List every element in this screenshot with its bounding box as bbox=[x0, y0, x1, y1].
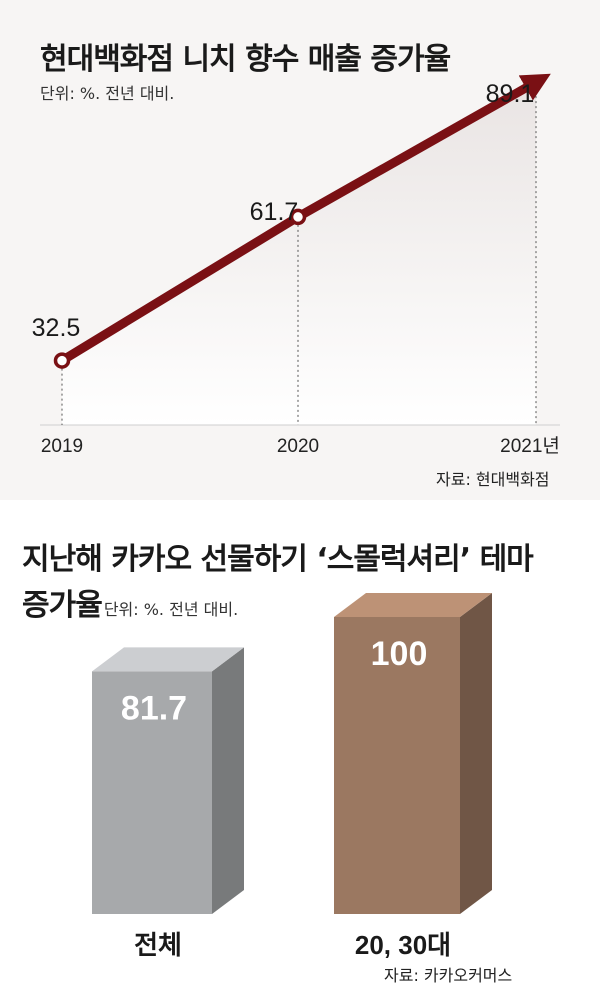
line-chart-source: 자료: 현대백화점 bbox=[436, 470, 550, 489]
line-chart-subtitle: 단위: %. 전년 대비. bbox=[40, 84, 175, 103]
bar-top-face bbox=[334, 593, 492, 617]
bar-chart-title-line2-wrapper: 증가율 단위: %. 전년 대비. bbox=[22, 580, 238, 624]
bar-category-label: 전체 bbox=[134, 930, 182, 960]
bar-chart-plot: 81.7 전체 100 20, 30대 bbox=[92, 593, 492, 960]
bar-top-face bbox=[92, 647, 244, 672]
line-chart-title: 현대백화점 니치 향수 매출 증가율 bbox=[40, 42, 451, 77]
x-tick-label: 2021년 bbox=[500, 435, 560, 457]
bar-chart-panel: 지난해 카카오 선물하기 ‘스몰럭셔리’ 테마 증가율 단위: %. 전년 대비.… bbox=[0, 508, 600, 992]
data-point bbox=[53, 352, 71, 369]
bar-side-face bbox=[460, 593, 492, 914]
bar-value-label: 100 bbox=[371, 635, 428, 673]
line-chart-plot: 32.5 61.7 89.1 2019 2020 2021년 bbox=[32, 73, 560, 457]
x-tick-label: 2020 bbox=[277, 436, 319, 457]
bar-chart-source: 자료: 카카오커머스 bbox=[384, 966, 513, 985]
series-line-arrow bbox=[295, 73, 551, 221]
bar-chart-title-line1: 지난해 카카오 선물하기 ‘스몰럭셔리’ 테마 bbox=[22, 542, 534, 577]
series-line-segment bbox=[57, 212, 303, 366]
data-point bbox=[289, 208, 307, 226]
value-label: 61.7 bbox=[250, 198, 299, 226]
line-area-fill bbox=[62, 82, 536, 426]
bar-front-face bbox=[334, 617, 460, 914]
value-label: 32.5 bbox=[32, 314, 81, 342]
bar-chart-subtitle: 단위: %. 전년 대비. bbox=[103, 600, 239, 619]
bar-value-label: 81.7 bbox=[121, 689, 187, 727]
bar-chart-title-line2: 증가율 bbox=[22, 588, 103, 623]
line-chart-panel: 현대백화점 니치 향수 매출 증가율 단위: %. 전년 대비. 32.5 61.… bbox=[0, 0, 600, 500]
bar-category-label: 20, 30대 bbox=[355, 930, 451, 960]
bar-front-face bbox=[92, 671, 212, 914]
bar-side-face bbox=[212, 647, 244, 914]
panel-divider bbox=[0, 500, 600, 508]
value-label: 89.1 bbox=[486, 80, 535, 108]
x-tick-label: 2019 bbox=[41, 436, 83, 457]
